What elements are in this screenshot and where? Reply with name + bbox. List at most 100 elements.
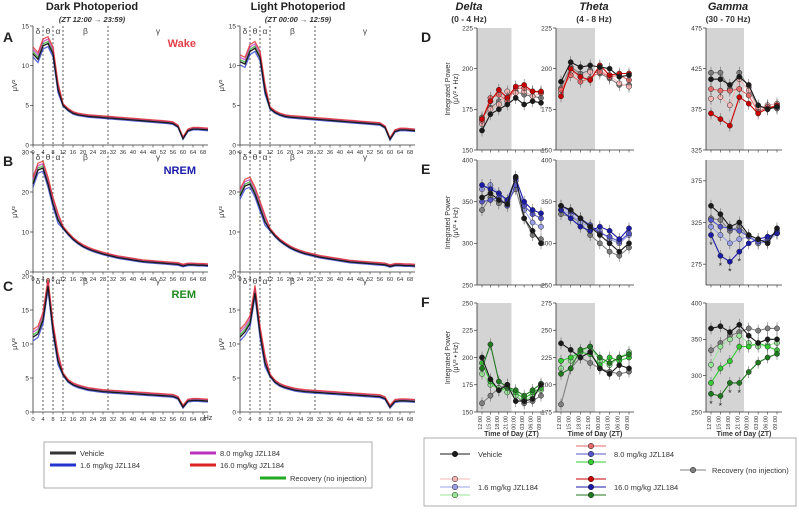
band-letter: α bbox=[56, 26, 61, 36]
delta-band-range: (0 - 4 Hz) bbox=[451, 14, 487, 24]
data-point bbox=[521, 82, 527, 88]
power-y-unit: (μV² • Hz) bbox=[453, 342, 460, 373]
x-tick-label: 4 bbox=[41, 417, 45, 423]
y-tick-label: 15 bbox=[229, 307, 237, 314]
data-point bbox=[736, 248, 743, 255]
y-tick-label: 15 bbox=[229, 23, 237, 30]
vehicle-trace bbox=[239, 47, 416, 141]
data-point bbox=[558, 401, 564, 408]
x-tick-label: 68 bbox=[200, 150, 206, 156]
data-point bbox=[736, 227, 743, 234]
tod-panel-wake-theta: 150 175 200 225 bbox=[541, 25, 634, 154]
data-point bbox=[487, 392, 494, 399]
data-point bbox=[717, 76, 724, 83]
data-point bbox=[717, 87, 724, 94]
data-point bbox=[727, 82, 733, 88]
recovery-trace bbox=[32, 283, 209, 408]
x-tick-label: 60 bbox=[180, 277, 186, 283]
band-letter: δ bbox=[36, 276, 41, 286]
8mg-trace bbox=[32, 162, 209, 266]
data-point bbox=[708, 217, 714, 223]
band-letter: β bbox=[83, 152, 88, 162]
x-tick-label: 60 bbox=[180, 150, 186, 156]
data-point bbox=[626, 72, 632, 79]
y-tick-label: 300 bbox=[691, 373, 702, 380]
spectrum-y-label: μV² bbox=[10, 206, 19, 218]
x-tick-label: 21:00 bbox=[503, 416, 509, 430]
y-tick-label: 250 bbox=[541, 328, 552, 335]
data-point bbox=[764, 354, 771, 361]
dark-photoperiod-title: Dark Photoperiod bbox=[46, 1, 138, 13]
data-point bbox=[717, 343, 724, 350]
data-point bbox=[626, 351, 632, 358]
dark-period-shade bbox=[556, 303, 595, 412]
data-point bbox=[708, 95, 714, 102]
x-tick-label: 56 bbox=[377, 150, 383, 156]
y-tick-label: 200 bbox=[541, 382, 552, 389]
y-tick-label: 10 bbox=[229, 229, 237, 236]
data-point bbox=[708, 347, 714, 354]
data-point bbox=[567, 365, 574, 372]
x-tick-label: 12 bbox=[267, 417, 273, 423]
data-point bbox=[606, 248, 613, 255]
y-tick-label: 5 bbox=[232, 103, 236, 110]
x-tick-label: 28 bbox=[307, 417, 313, 423]
panel-letter-b: B bbox=[3, 153, 13, 169]
data-point bbox=[512, 95, 519, 101]
x-tick-label: 20 bbox=[287, 277, 293, 283]
data-point bbox=[597, 64, 603, 70]
data-point bbox=[521, 101, 527, 108]
y-tick-label: 400 bbox=[541, 157, 552, 164]
x-tick-label: 52 bbox=[160, 277, 166, 283]
rlegend-8mg-nrem-marker bbox=[587, 450, 595, 458]
y-tick-label: 325 bbox=[691, 220, 702, 227]
x-tick-label: 64 bbox=[190, 150, 197, 156]
band-letter: δ bbox=[243, 26, 248, 36]
data-point bbox=[708, 325, 714, 332]
tod-panel-rem-delta: 150 175 200 225 250 12:00 15:00 18:00 21:00 00:00… bbox=[445, 300, 546, 438]
significance-star: * bbox=[709, 240, 713, 250]
x-tick-label: 06:00 bbox=[529, 416, 535, 430]
x-tick-label: 44 bbox=[347, 277, 354, 283]
x-tick-label: 21:00 bbox=[586, 416, 592, 430]
time-x-label: Time of Day (ZT) bbox=[568, 431, 623, 438]
data-point bbox=[745, 232, 752, 238]
data-point bbox=[745, 82, 752, 88]
band-letter: β bbox=[83, 276, 88, 286]
data-point bbox=[745, 343, 752, 350]
x-tick-label: 32 bbox=[317, 277, 323, 283]
x-tick-label: 03:00 bbox=[606, 416, 612, 430]
data-point bbox=[504, 201, 511, 208]
y-tick-label: 175 bbox=[462, 107, 473, 114]
data-point bbox=[567, 347, 574, 353]
8mg-trace bbox=[239, 287, 416, 408]
dark-period-shade bbox=[477, 160, 512, 285]
band-letter: γ bbox=[363, 26, 368, 36]
x-tick-label: 48 bbox=[357, 150, 363, 156]
1-6mg-trace bbox=[239, 186, 416, 268]
x-tick-label: 20 bbox=[287, 150, 293, 156]
x-tick-label: 15:00 bbox=[716, 416, 722, 430]
data-point bbox=[496, 387, 502, 394]
x-tick-label: 03:00 bbox=[754, 416, 760, 430]
y-tick-label: 375 bbox=[691, 178, 702, 185]
data-point bbox=[529, 207, 536, 213]
y-tick-label: 325 bbox=[691, 147, 702, 154]
data-point bbox=[606, 371, 613, 377]
y-tick-label: 150 bbox=[541, 147, 552, 154]
data-point bbox=[567, 215, 574, 222]
data-point bbox=[587, 349, 593, 355]
data-point bbox=[587, 62, 593, 69]
data-point bbox=[736, 94, 743, 100]
data-point bbox=[764, 106, 771, 113]
data-point bbox=[538, 88, 544, 95]
data-point bbox=[736, 236, 743, 243]
data-point bbox=[708, 202, 714, 209]
data-point bbox=[567, 59, 574, 66]
rlegend-label-1-6mg: 1.6 mg/kg JZL184 bbox=[478, 483, 538, 492]
data-point bbox=[727, 380, 733, 386]
tod-panel-wake-delta: 150 175 200 225 Integrated Power (μV² • Hz) bbox=[445, 25, 546, 154]
rlegend-label-16mg: 16.0 mg/kg JZL184 bbox=[614, 483, 678, 492]
data-point bbox=[529, 88, 536, 95]
